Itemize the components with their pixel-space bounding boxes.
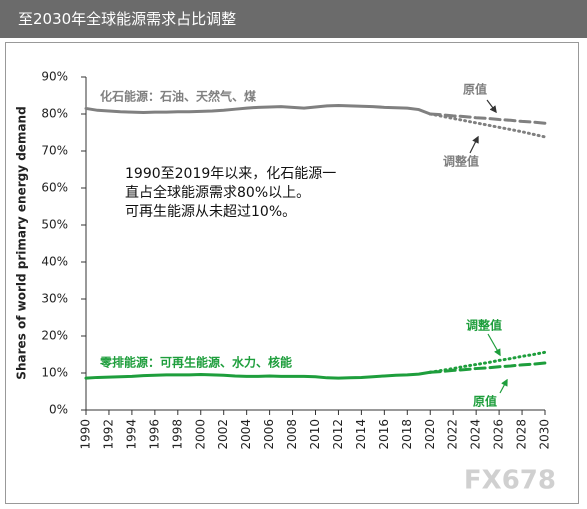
annotation-line: 1990至2019年以来，化石能源一直占全球能源需求80%以上。: [125, 166, 337, 201]
x-tick-label: 2002: [216, 419, 230, 450]
y-tick-label: 10%: [41, 366, 68, 380]
series-line: [428, 350, 547, 374]
series-label: 零排能源：可再生能源、水力、核能: [99, 355, 292, 370]
x-tick-label: 1994: [124, 419, 138, 450]
series-label: 调整值: [466, 318, 502, 333]
x-tick-label: 2018: [400, 419, 414, 450]
series-label: 化石能源：石油、天然气、煤: [100, 89, 256, 104]
chart-frame: [5, 42, 579, 504]
x-tick-label: 2030: [538, 419, 552, 450]
x-tick-label: 2006: [262, 419, 276, 450]
x-tick-label: 1998: [170, 419, 184, 450]
x-tick-label: 1990: [79, 419, 93, 450]
series-label: 原值: [463, 82, 487, 97]
x-tick-label: 2014: [354, 419, 368, 450]
y-tick-label: 90%: [41, 70, 68, 84]
x-tick-label: 2000: [193, 419, 207, 450]
x-tick-label: 2028: [515, 419, 529, 450]
x-tick-label: 2004: [239, 419, 253, 450]
arrow: [469, 135, 479, 154]
y-tick-label: 70%: [41, 144, 68, 158]
series-line: [428, 112, 547, 125]
x-tick-label: 2008: [285, 419, 299, 450]
y-tick-label: 30%: [41, 292, 68, 306]
arrow: [499, 378, 508, 394]
series-line: [84, 370, 432, 380]
x-tick-label: 2024: [469, 419, 483, 450]
x-tick-label: 2010: [308, 419, 322, 450]
arrow: [486, 99, 497, 114]
arrow: [487, 333, 501, 357]
x-tick-label: 1992: [101, 419, 115, 450]
x-tick-label: 2022: [446, 419, 460, 450]
series-line: [428, 361, 547, 374]
annotation: 1990至2019年以来，化石能源一直占全球能源需求80%以上。 可再生能源从未…: [125, 165, 340, 222]
chart-title: 至2030年全球能源需求占比调整: [0, 0, 587, 38]
series-label: 调整值: [443, 154, 479, 169]
y-tick-label: 20%: [41, 329, 68, 343]
x-tick-label: 2016: [377, 419, 391, 450]
y-tick-label: 50%: [41, 218, 68, 232]
series-label: 原值: [473, 394, 497, 409]
watermark: FX678: [464, 466, 556, 496]
y-tick-label: 0%: [49, 403, 68, 417]
series-line: [84, 103, 432, 116]
x-tick-label: 1996: [147, 419, 161, 450]
y-tick-label: 40%: [41, 255, 68, 269]
y-tick-label: 60%: [41, 181, 68, 195]
y-tick-label: 80%: [41, 107, 68, 121]
y-axis-label: Shares of world primary energy demand: [15, 106, 29, 379]
series-line: [428, 112, 547, 139]
x-tick-label: 2026: [492, 419, 506, 450]
x-tick-label: 2012: [331, 419, 345, 450]
annotation-line: 可再生能源从未超过10%。: [125, 204, 297, 220]
x-tick-label: 2020: [423, 419, 437, 450]
